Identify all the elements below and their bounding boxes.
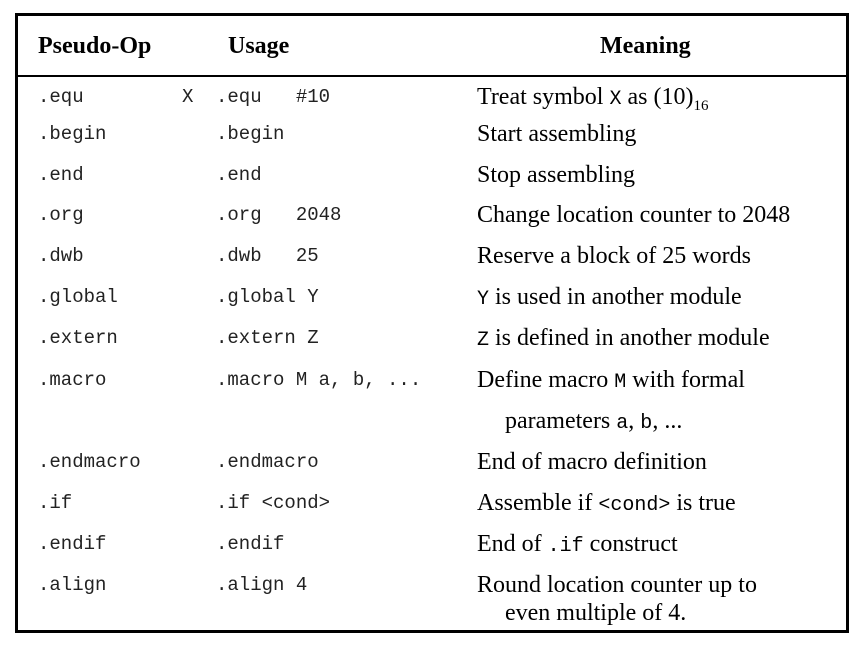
row-meaning-continued: even multiple of 4. <box>505 600 687 626</box>
row-meaning-continued: parameters a, b, ... <box>505 408 683 435</box>
row-usage: .extern Z <box>216 327 319 349</box>
row-meaning: End of .if construct <box>477 531 678 558</box>
row-usage: .org 2048 <box>216 204 342 226</box>
row-meaning: End of macro definition <box>477 449 707 475</box>
row-usage: .if <cond> <box>216 492 331 514</box>
row-op: .global <box>38 286 118 308</box>
row-meaning: Change location counter to 2048 <box>477 202 791 228</box>
row-meaning: Start assembling <box>477 121 637 147</box>
row-op: .endmacro <box>38 451 141 473</box>
row-op: .end <box>38 164 84 186</box>
row-op: .macro <box>38 369 107 391</box>
row-usage-label: X <box>182 86 194 108</box>
row-usage: .macro M a, b, ... <box>216 369 422 391</box>
header-pseudo-op: Pseudo-Op <box>38 33 152 59</box>
row-usage: .equ #10 <box>216 86 331 108</box>
row-meaning: Round location counter up to <box>477 572 757 598</box>
row-usage: .dwb 25 <box>216 245 319 267</box>
row-op: .extern <box>38 327 118 349</box>
row-meaning: Y is used in another module <box>477 284 742 311</box>
header-divider <box>18 75 846 77</box>
row-usage: .begin <box>216 123 285 145</box>
row-meaning: Reserve a block of 25 words <box>477 243 751 269</box>
header-meaning: Meaning <box>600 33 691 59</box>
pseudo-op-table: Pseudo-Op Usage Meaning .equ X .equ #10 … <box>15 13 849 633</box>
row-op: .begin <box>38 123 107 145</box>
row-op: .if <box>38 492 73 514</box>
header-usage: Usage <box>228 33 290 59</box>
row-op: .dwb <box>38 245 84 267</box>
row-usage: .global Y <box>216 286 319 308</box>
row-meaning: Assemble if <cond> is true <box>477 490 736 517</box>
row-op: .org <box>38 204 84 226</box>
row-op: .endif <box>38 533 107 555</box>
row-meaning: Define macro M with formal <box>477 367 745 394</box>
row-meaning: Z is defined in another module <box>477 325 770 352</box>
row-op: .align <box>38 574 107 596</box>
row-usage: .endmacro <box>216 451 319 473</box>
row-usage: .align 4 <box>216 574 308 596</box>
row-op: .equ <box>38 86 84 108</box>
row-usage: .end <box>216 164 262 186</box>
row-usage: .endif <box>216 533 285 555</box>
row-meaning: Stop assembling <box>477 162 636 188</box>
row-meaning: Treat symbol X as (10)16 <box>477 84 709 114</box>
